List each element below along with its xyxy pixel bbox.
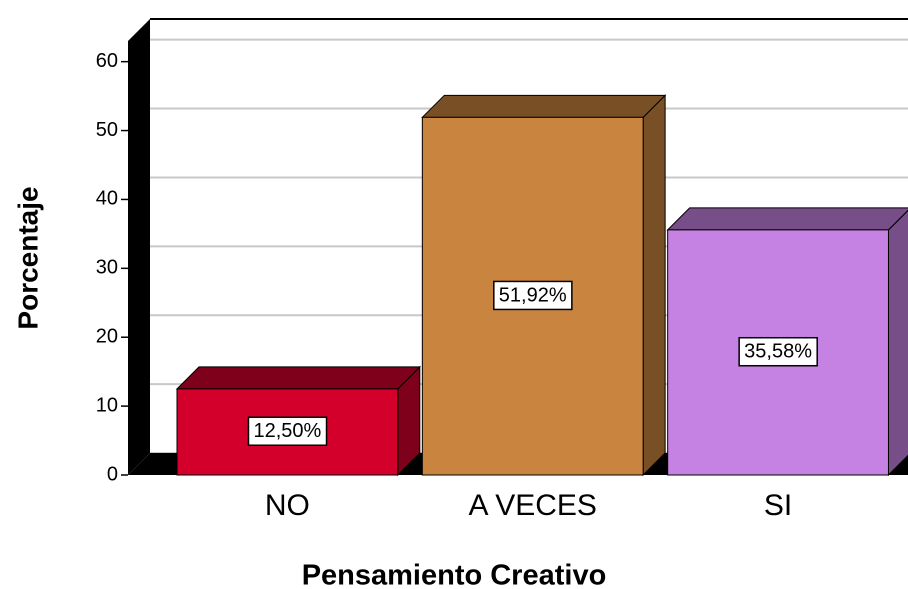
value-label: 12,50% — [247, 416, 328, 446]
bar-top — [666, 207, 908, 231]
x-tick-label: SI — [764, 489, 792, 522]
bar-top — [421, 94, 667, 118]
y-axis-title: Porcentaje — [12, 186, 43, 329]
y-tick-label: 40 — [96, 188, 118, 210]
value-label-text: 51,92% — [499, 284, 567, 306]
y-tick-label: 30 — [96, 257, 118, 279]
x-tick-label: NO — [265, 489, 310, 522]
bar-side — [887, 209, 908, 477]
value-label: 51,92% — [493, 280, 573, 311]
bar-side — [642, 94, 666, 477]
y-tick-label: 20 — [96, 326, 118, 348]
value-label-text: 12,50% — [253, 420, 321, 442]
y-tick-label: 60 — [96, 50, 118, 72]
value-label-box — [738, 336, 818, 367]
left-wall — [128, 19, 150, 475]
x-tick-label: A VECES — [469, 489, 597, 522]
value-label-text: 35,58% — [744, 341, 812, 363]
value-label-box — [247, 416, 328, 446]
y-tick-label: 0 — [107, 463, 118, 485]
value-label-box — [493, 280, 573, 311]
x-axis-title: Pensamiento Creativo — [302, 560, 607, 589]
value-label: 35,58% — [738, 336, 818, 367]
bar-top — [175, 366, 422, 390]
y-tick-label: 10 — [96, 394, 118, 416]
y-tick-label: 50 — [96, 119, 118, 141]
